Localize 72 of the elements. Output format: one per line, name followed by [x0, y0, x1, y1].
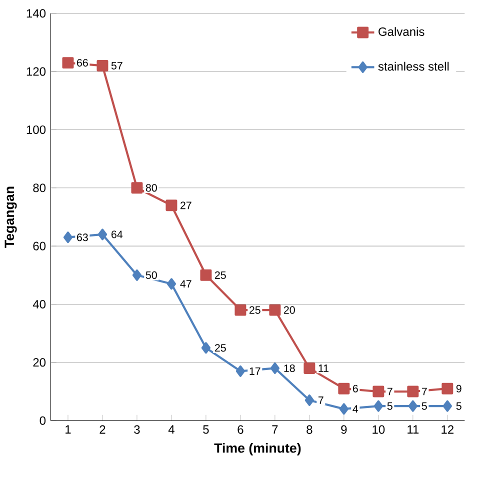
point: [442, 383, 454, 394]
data-label: 5: [387, 402, 392, 410]
data-label: 5: [422, 402, 427, 410]
annotation: 25: [249, 306, 260, 314]
annotation: 9: [456, 384, 462, 393]
point: [408, 400, 418, 412]
annotation: 25: [215, 272, 226, 280]
point: [98, 228, 108, 240]
point: [304, 394, 314, 406]
x-tick-label: 8: [306, 425, 312, 434]
y-axis-title: Tegangan: [4, 186, 17, 248]
data-label: 5: [456, 402, 462, 410]
y-tick-label: 60: [33, 242, 46, 250]
point: [442, 400, 452, 412]
x-tick-label: 10: [372, 425, 385, 434]
annotation: 7: [422, 388, 427, 396]
point: [338, 383, 350, 394]
x-tick-label: 4: [168, 425, 174, 434]
data-label: 18: [284, 364, 295, 372]
point: [96, 60, 108, 72]
point: [200, 270, 212, 282]
x-tick-label: 9: [341, 425, 347, 434]
legend-label: Galvanis: [378, 27, 424, 36]
y-tick-label: 120: [26, 67, 46, 76]
x-tick-label: 11: [408, 425, 419, 434]
point: [131, 182, 143, 194]
x-tick-label: 3: [134, 425, 140, 434]
point: [372, 386, 384, 398]
data-label: 4: [352, 405, 358, 413]
point: [166, 200, 178, 212]
y-tick-label: 0: [40, 416, 46, 426]
y-tick-label: 100: [26, 126, 46, 134]
x-tick-label: 5: [203, 425, 209, 434]
legend-label: stainless stell: [378, 62, 449, 71]
data-label: 7: [318, 396, 324, 404]
x-tick-label: 1: [66, 425, 71, 434]
x-tick-label: 2: [100, 425, 106, 434]
x-tick-label: 6: [238, 425, 244, 434]
x-tick-label: 12: [442, 425, 454, 434]
x-tick-label: 7: [272, 425, 278, 434]
point: [63, 232, 73, 244]
y-tick-label: 80: [33, 184, 46, 192]
y-tick-label: 40: [32, 300, 46, 309]
point: [374, 400, 383, 412]
point: [234, 304, 246, 316]
point: [62, 57, 74, 69]
annotation: 66: [77, 59, 88, 67]
annotation: 7: [387, 388, 392, 396]
data-label: 17: [250, 368, 260, 375]
annotation: 27: [180, 202, 192, 210]
annotation: 80: [146, 184, 157, 192]
annotation: 6: [352, 384, 358, 393]
point: [407, 386, 419, 398]
annotation: 11: [318, 364, 329, 372]
x-axis-title: Time (minute): [214, 443, 301, 456]
annotation: 20: [284, 306, 295, 314]
y-tick-label: 20: [33, 358, 46, 367]
data-label: 64: [112, 230, 123, 238]
point: [269, 304, 281, 316]
point: [166, 278, 176, 290]
point: [236, 366, 246, 378]
point: [201, 342, 211, 354]
point: [132, 270, 142, 282]
point: [339, 403, 349, 415]
annotation: 57: [111, 62, 122, 70]
y-tick-label: 140: [26, 9, 46, 18]
data-label: 63: [77, 234, 88, 242]
point: [270, 362, 280, 374]
data-label: 25: [215, 344, 226, 352]
data-label: 47: [180, 280, 192, 288]
data-label: 50: [146, 272, 157, 280]
point: [304, 362, 316, 374]
